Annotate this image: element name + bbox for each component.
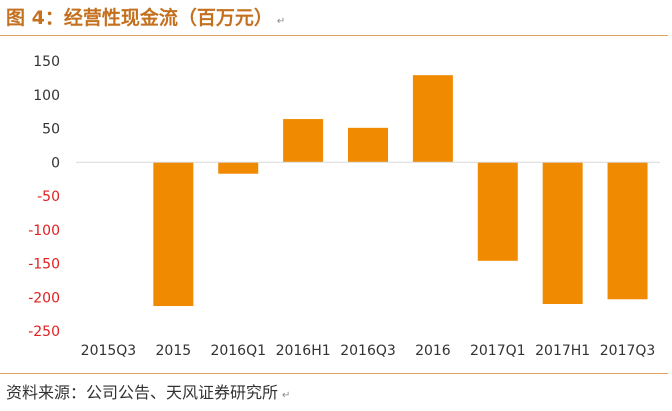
bar-2016 [412,75,453,163]
bar-chart: 150 100 50 0 -50 -100 -150 -200 -250 2015Q3 2015 20… [28,54,660,359]
return-mark-icon: ↵ [282,390,291,401]
y-tick-label: 0 [51,155,60,171]
bottom-divider [0,373,668,374]
y-tick-label: 150 [33,54,60,70]
bar-2017Q1 [477,162,518,261]
y-tick-label: -200 [28,290,60,306]
source-text: 资料来源：公司公告、天风证券研究所 [6,383,279,402]
x-tick-label: 2016H1 [276,343,331,359]
x-tick-label: 2015 [156,343,192,359]
y-tick-label: -50 [37,189,60,205]
source-note: 资料来源：公司公告、天风证券研究所 ↵ [6,381,290,405]
x-tick-label: 2015Q3 [81,343,137,359]
figure-title-text: 图 4：经营性现金流（百万元） [6,7,273,29]
x-tick-label: 2016Q3 [340,343,396,359]
y-tick-label: 50 [42,122,60,138]
figure-title: 图 4：经营性现金流（百万元） ↵ [6,4,285,32]
x-tick-label: 2016 [415,343,451,359]
bar-2017Q3 [607,162,648,300]
bar-2017H1 [542,162,583,304]
x-tick-label: 2017Q3 [600,343,656,359]
return-mark-icon: ↵ [276,16,286,27]
x-tick-label: 2017H1 [535,343,590,359]
x-tick-label: 2017Q1 [470,343,526,359]
bar-2016Q3 [348,127,388,163]
y-tick-label: 100 [33,88,60,104]
x-tick-label: 2016Q1 [210,343,266,359]
y-tick-label: -150 [28,257,60,273]
bar-2015 [153,162,194,307]
bar-2016Q1 [218,162,259,174]
y-tick-label: -250 [28,324,60,340]
bar-2016H1 [283,119,324,163]
top-divider [0,35,668,36]
y-tick-label: -100 [28,223,60,239]
